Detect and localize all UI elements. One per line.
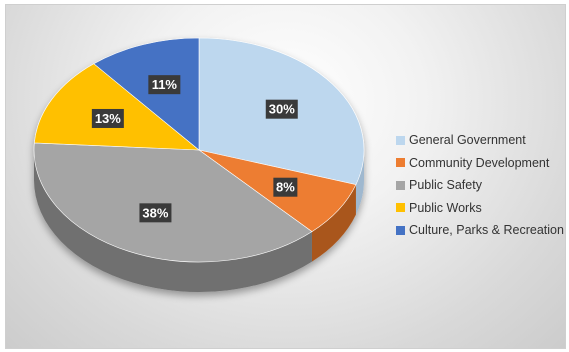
data-label-text: 13% bbox=[95, 111, 121, 126]
data-label-text: 30% bbox=[269, 102, 295, 117]
data-label-community-development: 8% bbox=[273, 177, 298, 197]
data-label-box bbox=[265, 99, 298, 119]
legend-label: General Government bbox=[409, 133, 526, 148]
pie-side-community-development bbox=[311, 184, 356, 262]
legend-swatch bbox=[396, 225, 405, 235]
pie-tops bbox=[33, 37, 365, 263]
data-label-general-government: 30% bbox=[265, 99, 298, 119]
legend-swatch bbox=[396, 203, 405, 213]
legend-label: Community Development bbox=[409, 155, 550, 170]
data-label-public-safety: 38% bbox=[139, 203, 172, 223]
pie-slice-culture-parks-recreation bbox=[93, 37, 200, 151]
legend-item-public-safety: Public Safety bbox=[396, 174, 564, 197]
data-label-box bbox=[91, 108, 124, 128]
data-label-box bbox=[148, 75, 181, 95]
legend-label: Culture, Parks & Recreation bbox=[409, 223, 564, 238]
data-label-text: 11% bbox=[152, 77, 178, 92]
chart-area: 30% 8% 38% 13% 11% General Government Commun… bbox=[5, 4, 566, 349]
legend-label: Public Safety bbox=[409, 178, 482, 193]
legend-swatch bbox=[396, 135, 405, 145]
legend-item-culture-parks-recreation: Culture, Parks & Recreation bbox=[396, 219, 564, 242]
pie-side-general-government bbox=[355, 150, 364, 215]
pie-chart: 30% 8% 38% 13% 11% bbox=[33, 37, 365, 292]
data-label-text: 8% bbox=[276, 180, 295, 195]
data-label-public-works: 13% bbox=[91, 108, 124, 128]
data-label-box bbox=[139, 203, 172, 223]
legend-label: Public Works bbox=[409, 200, 482, 215]
legend: General Government Community Development… bbox=[396, 129, 564, 242]
legend-item-public-works: Public Works bbox=[396, 197, 564, 220]
pie-slice-public-safety bbox=[33, 142, 313, 263]
pie-sides bbox=[34, 150, 364, 292]
data-label-text: 38% bbox=[142, 205, 168, 220]
pie-side-public-safety bbox=[34, 150, 312, 292]
data-label-box bbox=[273, 177, 298, 197]
pie-labels: 30% 8% 38% 13% 11% bbox=[91, 75, 298, 223]
data-label-culture-parks-recreation: 11% bbox=[148, 75, 181, 95]
legend-swatch bbox=[396, 180, 405, 190]
legend-item-general-government: General Government bbox=[396, 129, 564, 152]
legend-item-community-development: Community Development bbox=[396, 152, 564, 175]
legend-swatch bbox=[396, 158, 405, 168]
pie-slice-public-works bbox=[33, 63, 200, 151]
